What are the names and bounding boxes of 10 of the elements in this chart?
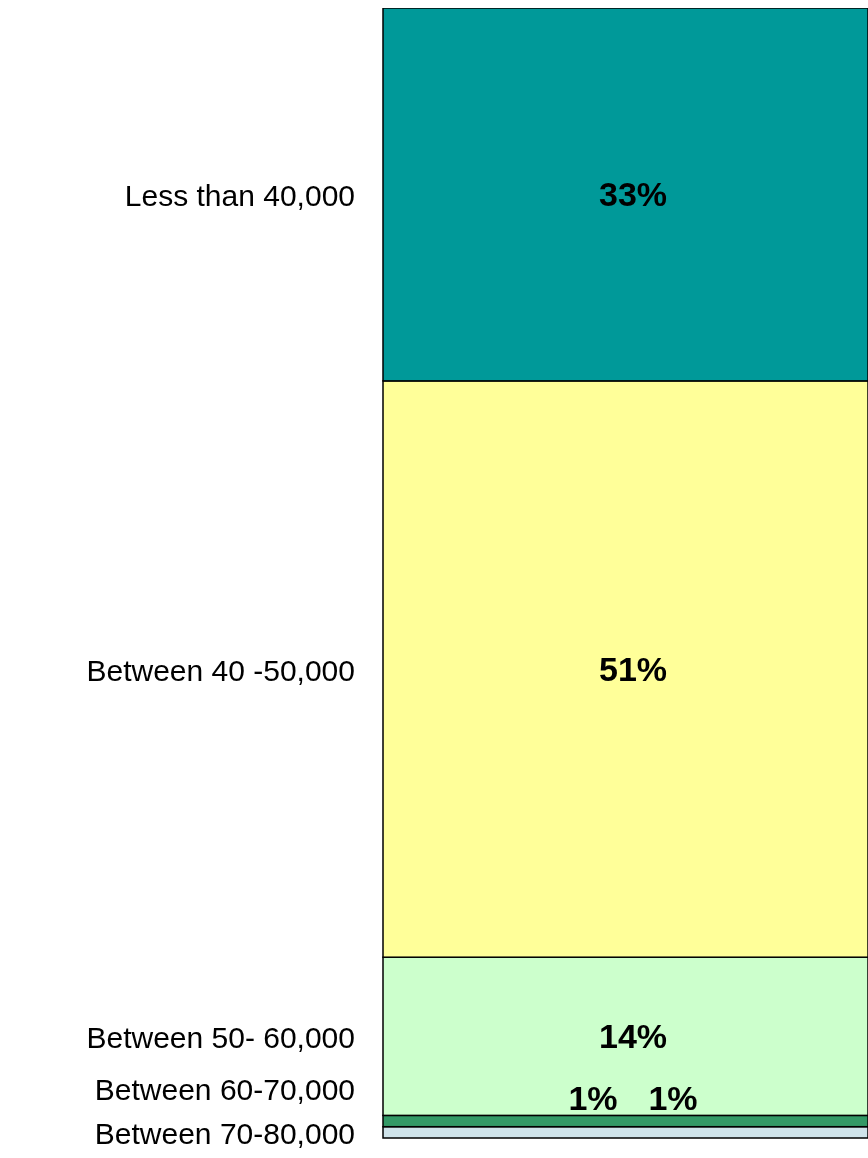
series-label: Between 70-80,000	[94, 1117, 355, 1151]
series-label: Between 50- 60,000	[86, 1021, 355, 1055]
data-label: 14%	[598, 1017, 668, 1056]
data-label: 1%	[568, 1079, 618, 1118]
series-label: Between 40 -50,000	[86, 654, 355, 688]
data-label: 51%	[598, 650, 668, 689]
data-label: 33%	[598, 175, 668, 214]
series-label: Less than 40,000	[124, 179, 355, 213]
data-label: 1%	[648, 1079, 698, 1118]
series-label: Between 60-70,000	[94, 1073, 355, 1107]
